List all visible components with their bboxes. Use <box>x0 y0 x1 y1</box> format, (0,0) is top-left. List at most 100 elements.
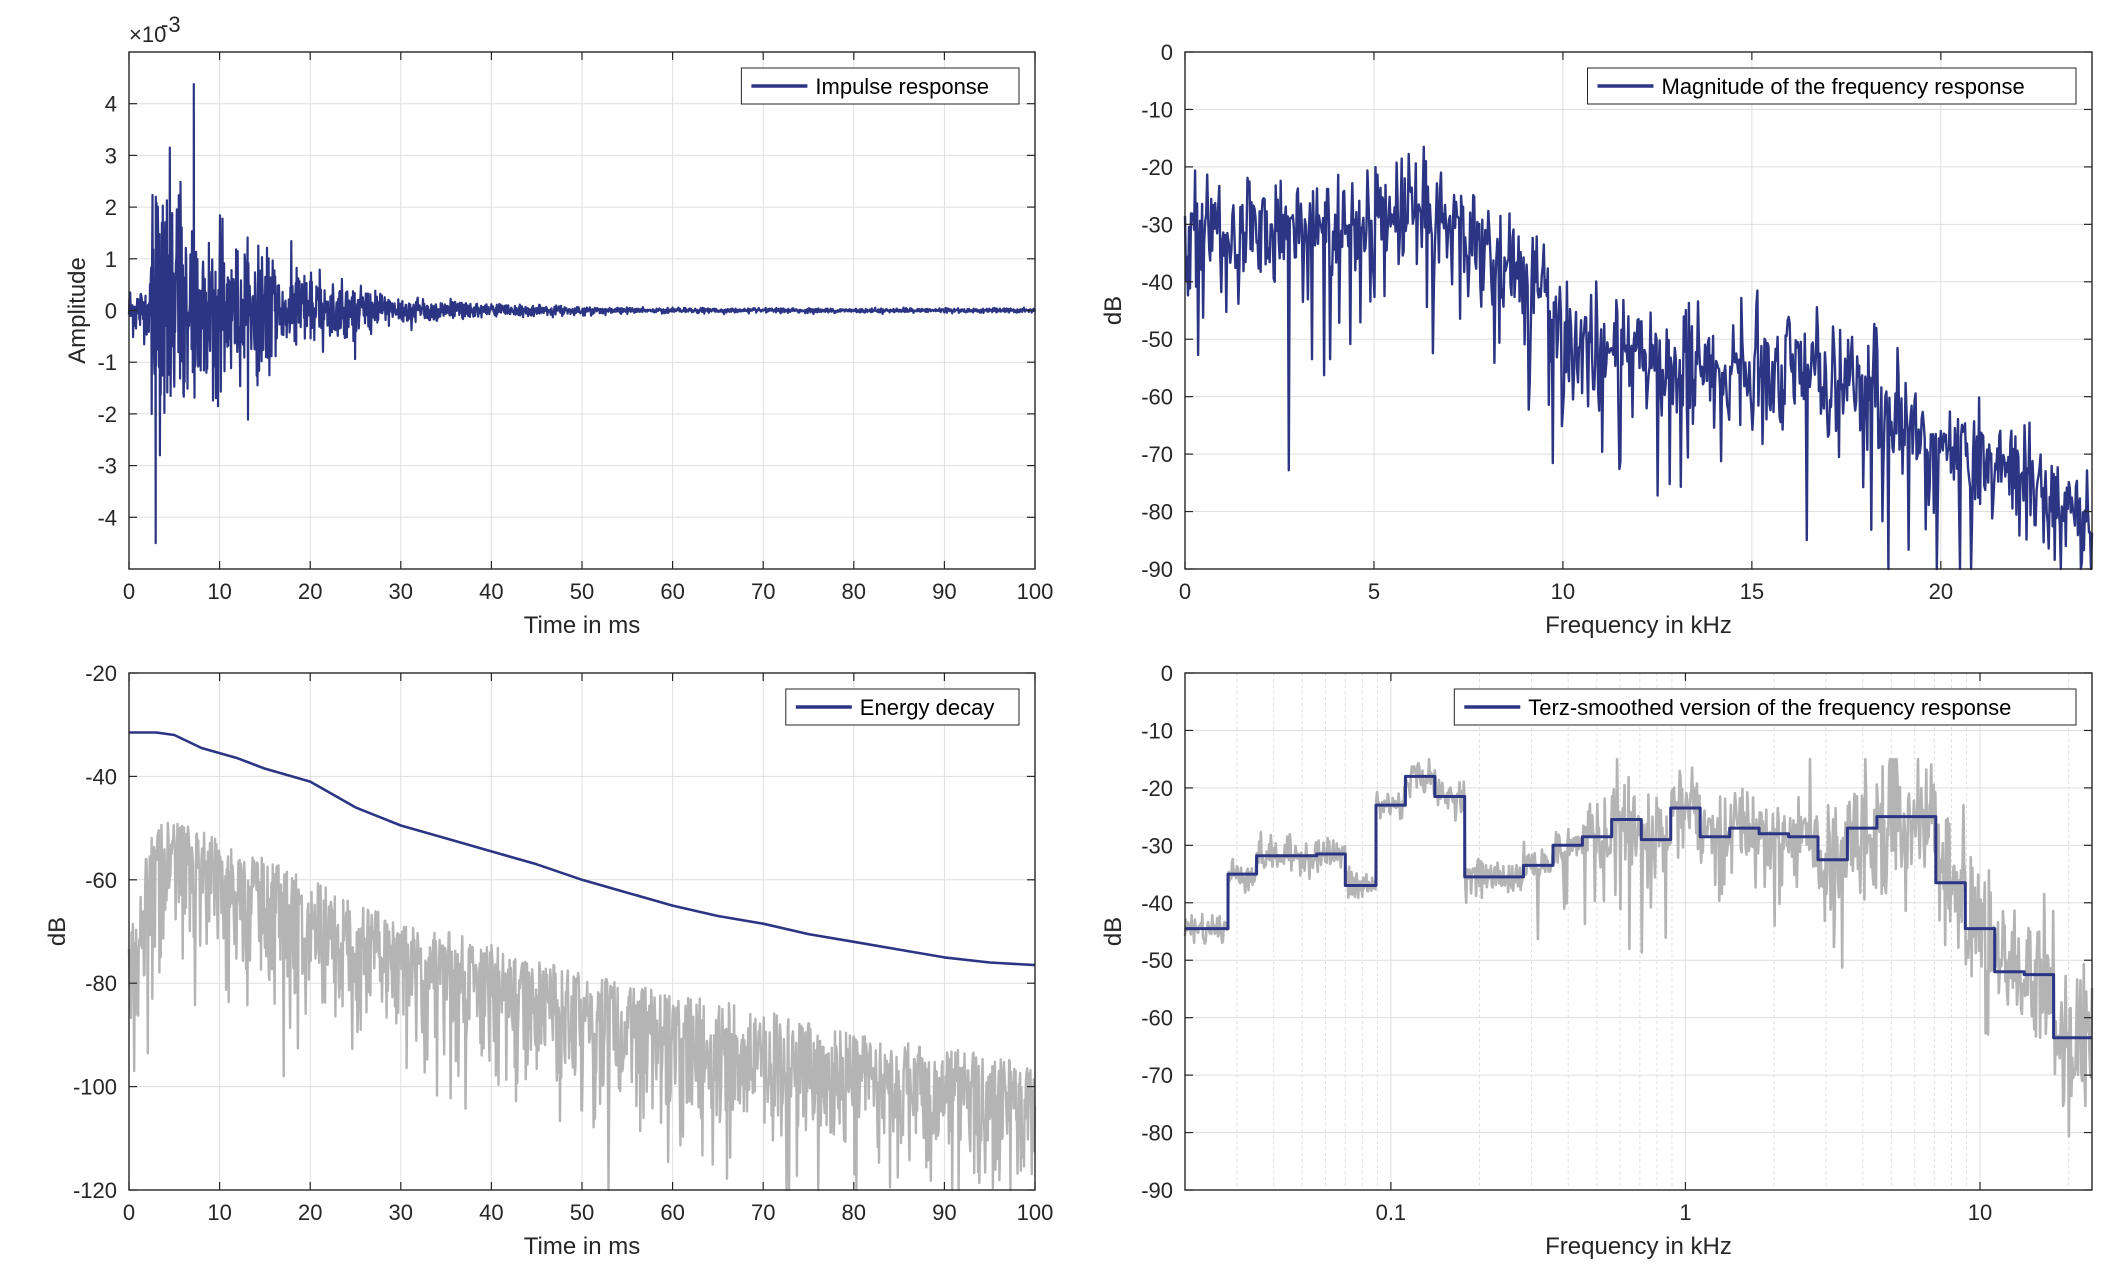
axes-frame <box>128 51 1036 570</box>
magnitude-line <box>1183 145 2094 571</box>
axes-frame <box>128 672 1036 1191</box>
legend: Energy decay <box>785 688 1020 726</box>
y-tick-label: 0 <box>1161 661 1173 686</box>
tick-layer: 0.1 1 10 0 -10 -20 -30 -40 -50 -60 -70 -80 -90 Freque… <box>1100 661 2093 1260</box>
x-tick-label: 10 <box>207 1200 231 1225</box>
x-tick-label: 40 <box>479 1200 503 1225</box>
x-tick-label: 60 <box>660 1200 684 1225</box>
x-axis-label: Time in ms <box>524 1233 640 1260</box>
x-tick-label: 10 <box>1551 579 1575 604</box>
energy-envelope-line <box>127 821 1037 1192</box>
y-axis-label: Amplitude <box>64 257 91 364</box>
x-tick-label: 100 <box>1017 1200 1054 1225</box>
chart-1: 0 10 20 30 40 50 60 70 80 90 100 -4 -3 -2 -1 0 1 2 3 4 Time … <box>64 12 1053 639</box>
data-layer <box>127 82 1037 545</box>
x-tick-label: 90 <box>932 1200 956 1225</box>
y-tick-label: 0 <box>1161 40 1173 65</box>
plot-area <box>1185 52 2092 569</box>
x-tick-label: 5 <box>1368 579 1380 604</box>
legend-box <box>1453 688 2077 726</box>
y-tick-label: -40 <box>1141 270 1173 295</box>
y-tick-label: -120 <box>73 1178 117 1203</box>
x-tick-label: 50 <box>570 579 594 604</box>
y-tick-label: -20 <box>1141 155 1173 180</box>
x-axis-label: Frequency in kHz <box>1545 1233 1732 1260</box>
tick-layer: 0 5 10 15 20 0 -10 -20 -30 -40 -50 -60 -70 -80 -90 Freq… <box>1100 40 2093 639</box>
y-axis-label: dB <box>1100 296 1127 325</box>
energy-decay-line <box>129 731 1036 967</box>
legend-box <box>1587 67 2077 105</box>
exponent-label: ×10-3 <box>129 12 181 47</box>
y-tick-label: -1 <box>97 350 117 375</box>
axes-frame <box>1184 51 2093 570</box>
impulse-response-line <box>127 82 1037 545</box>
y-tick-label: -80 <box>1141 1121 1173 1146</box>
x-tick-label: 0 <box>123 1200 135 1225</box>
y-tick-label: -10 <box>1141 718 1173 743</box>
y-tick-label: 0 <box>105 299 117 324</box>
legend: Terz-smoothed version of the frequency r… <box>1453 688 2077 726</box>
x-tick-label: 20 <box>1929 579 1953 604</box>
chart-3: 0 10 20 30 40 50 60 70 80 90 100 -20 -40 -60 -80 -100 -1… <box>44 661 1053 1260</box>
data-layer <box>1183 757 2094 1138</box>
x-tick-label: 0.1 <box>1376 1200 1407 1225</box>
x-axis-label: Time in ms <box>524 612 640 639</box>
x-tick-label: 40 <box>479 579 503 604</box>
y-tick-label: 1 <box>105 247 117 272</box>
x-tick-label: 10 <box>1968 1200 1992 1225</box>
chart-2: 0 5 10 15 20 0 -10 -20 -30 -40 -50 -60 -70 -80 -90 Freq… <box>1100 40 2094 639</box>
plot-area <box>1185 673 2092 1190</box>
y-tick-label: -50 <box>1141 327 1173 352</box>
legend: Impulse response <box>740 67 1020 105</box>
y-tick-label: -20 <box>1141 776 1173 801</box>
y-tick-label: 4 <box>105 92 117 117</box>
x-tick-label: 0 <box>123 579 135 604</box>
y-tick-label: 3 <box>105 143 117 168</box>
y-tick-label: -50 <box>1141 948 1173 973</box>
y-tick-label: -90 <box>1141 1178 1173 1203</box>
tick-layer: 0 10 20 30 40 50 60 70 80 90 100 -20 -40 -60 -80 -100 -1… <box>44 661 1053 1260</box>
x-tick-label: 10 <box>207 579 231 604</box>
y-tick-label: -30 <box>1141 833 1173 858</box>
y-tick-label: -10 <box>1141 97 1173 122</box>
x-tick-label: 1 <box>1679 1200 1691 1225</box>
y-tick-label: -80 <box>1141 500 1173 525</box>
y-tick-label: -70 <box>1141 1063 1173 1088</box>
legend-label: Terz-smoothed version of the frequency r… <box>1528 695 2011 720</box>
y-tick-label: -40 <box>1141 891 1173 916</box>
x-tick-label: 20 <box>298 579 322 604</box>
x-tick-label: 90 <box>932 579 956 604</box>
x-tick-label: 30 <box>389 579 413 604</box>
legend-label: Impulse response <box>815 74 989 99</box>
x-tick-label: 50 <box>570 1200 594 1225</box>
x-axis-label: Frequency in kHz <box>1545 612 1732 639</box>
x-tick-label: 30 <box>389 1200 413 1225</box>
chart-4: 0.1 1 10 0 -10 -20 -30 -40 -50 -60 -70 -80 -90 Freque… <box>1100 661 2094 1260</box>
y-axis-label: dB <box>1100 917 1127 946</box>
x-tick-label: 80 <box>842 579 866 604</box>
y-tick-label: -60 <box>1141 1006 1173 1031</box>
x-tick-label: 60 <box>660 579 684 604</box>
legend: Magnitude of the frequency response <box>1587 67 2077 105</box>
x-tick-label: 20 <box>298 1200 322 1225</box>
y-tick-label: -4 <box>97 505 117 530</box>
axes-frame <box>1184 672 2093 1191</box>
x-tick-label: 80 <box>842 1200 866 1225</box>
x-tick-label: 15 <box>1740 579 1764 604</box>
y-tick-label: -3 <box>97 454 117 479</box>
tick-layer: 0 10 20 30 40 50 60 70 80 90 100 -4 -3 -2 -1 0 1 2 3 4 Time … <box>64 12 1053 639</box>
exponent-power: -3 <box>161 12 181 37</box>
y-tick-label: -60 <box>1141 385 1173 410</box>
y-tick-label: 2 <box>105 195 117 220</box>
y-tick-label: -60 <box>85 868 117 893</box>
x-tick-label: 100 <box>1017 579 1054 604</box>
y-tick-label: -2 <box>97 402 117 427</box>
legend-label: Magnitude of the frequency response <box>1662 74 2025 99</box>
x-tick-label: 70 <box>751 1200 775 1225</box>
x-tick-label: 70 <box>751 579 775 604</box>
data-layer <box>127 731 1037 1192</box>
y-tick-label: -80 <box>85 971 117 996</box>
x-tick-label: 0 <box>1179 579 1191 604</box>
y-tick-label: -90 <box>1141 557 1173 582</box>
